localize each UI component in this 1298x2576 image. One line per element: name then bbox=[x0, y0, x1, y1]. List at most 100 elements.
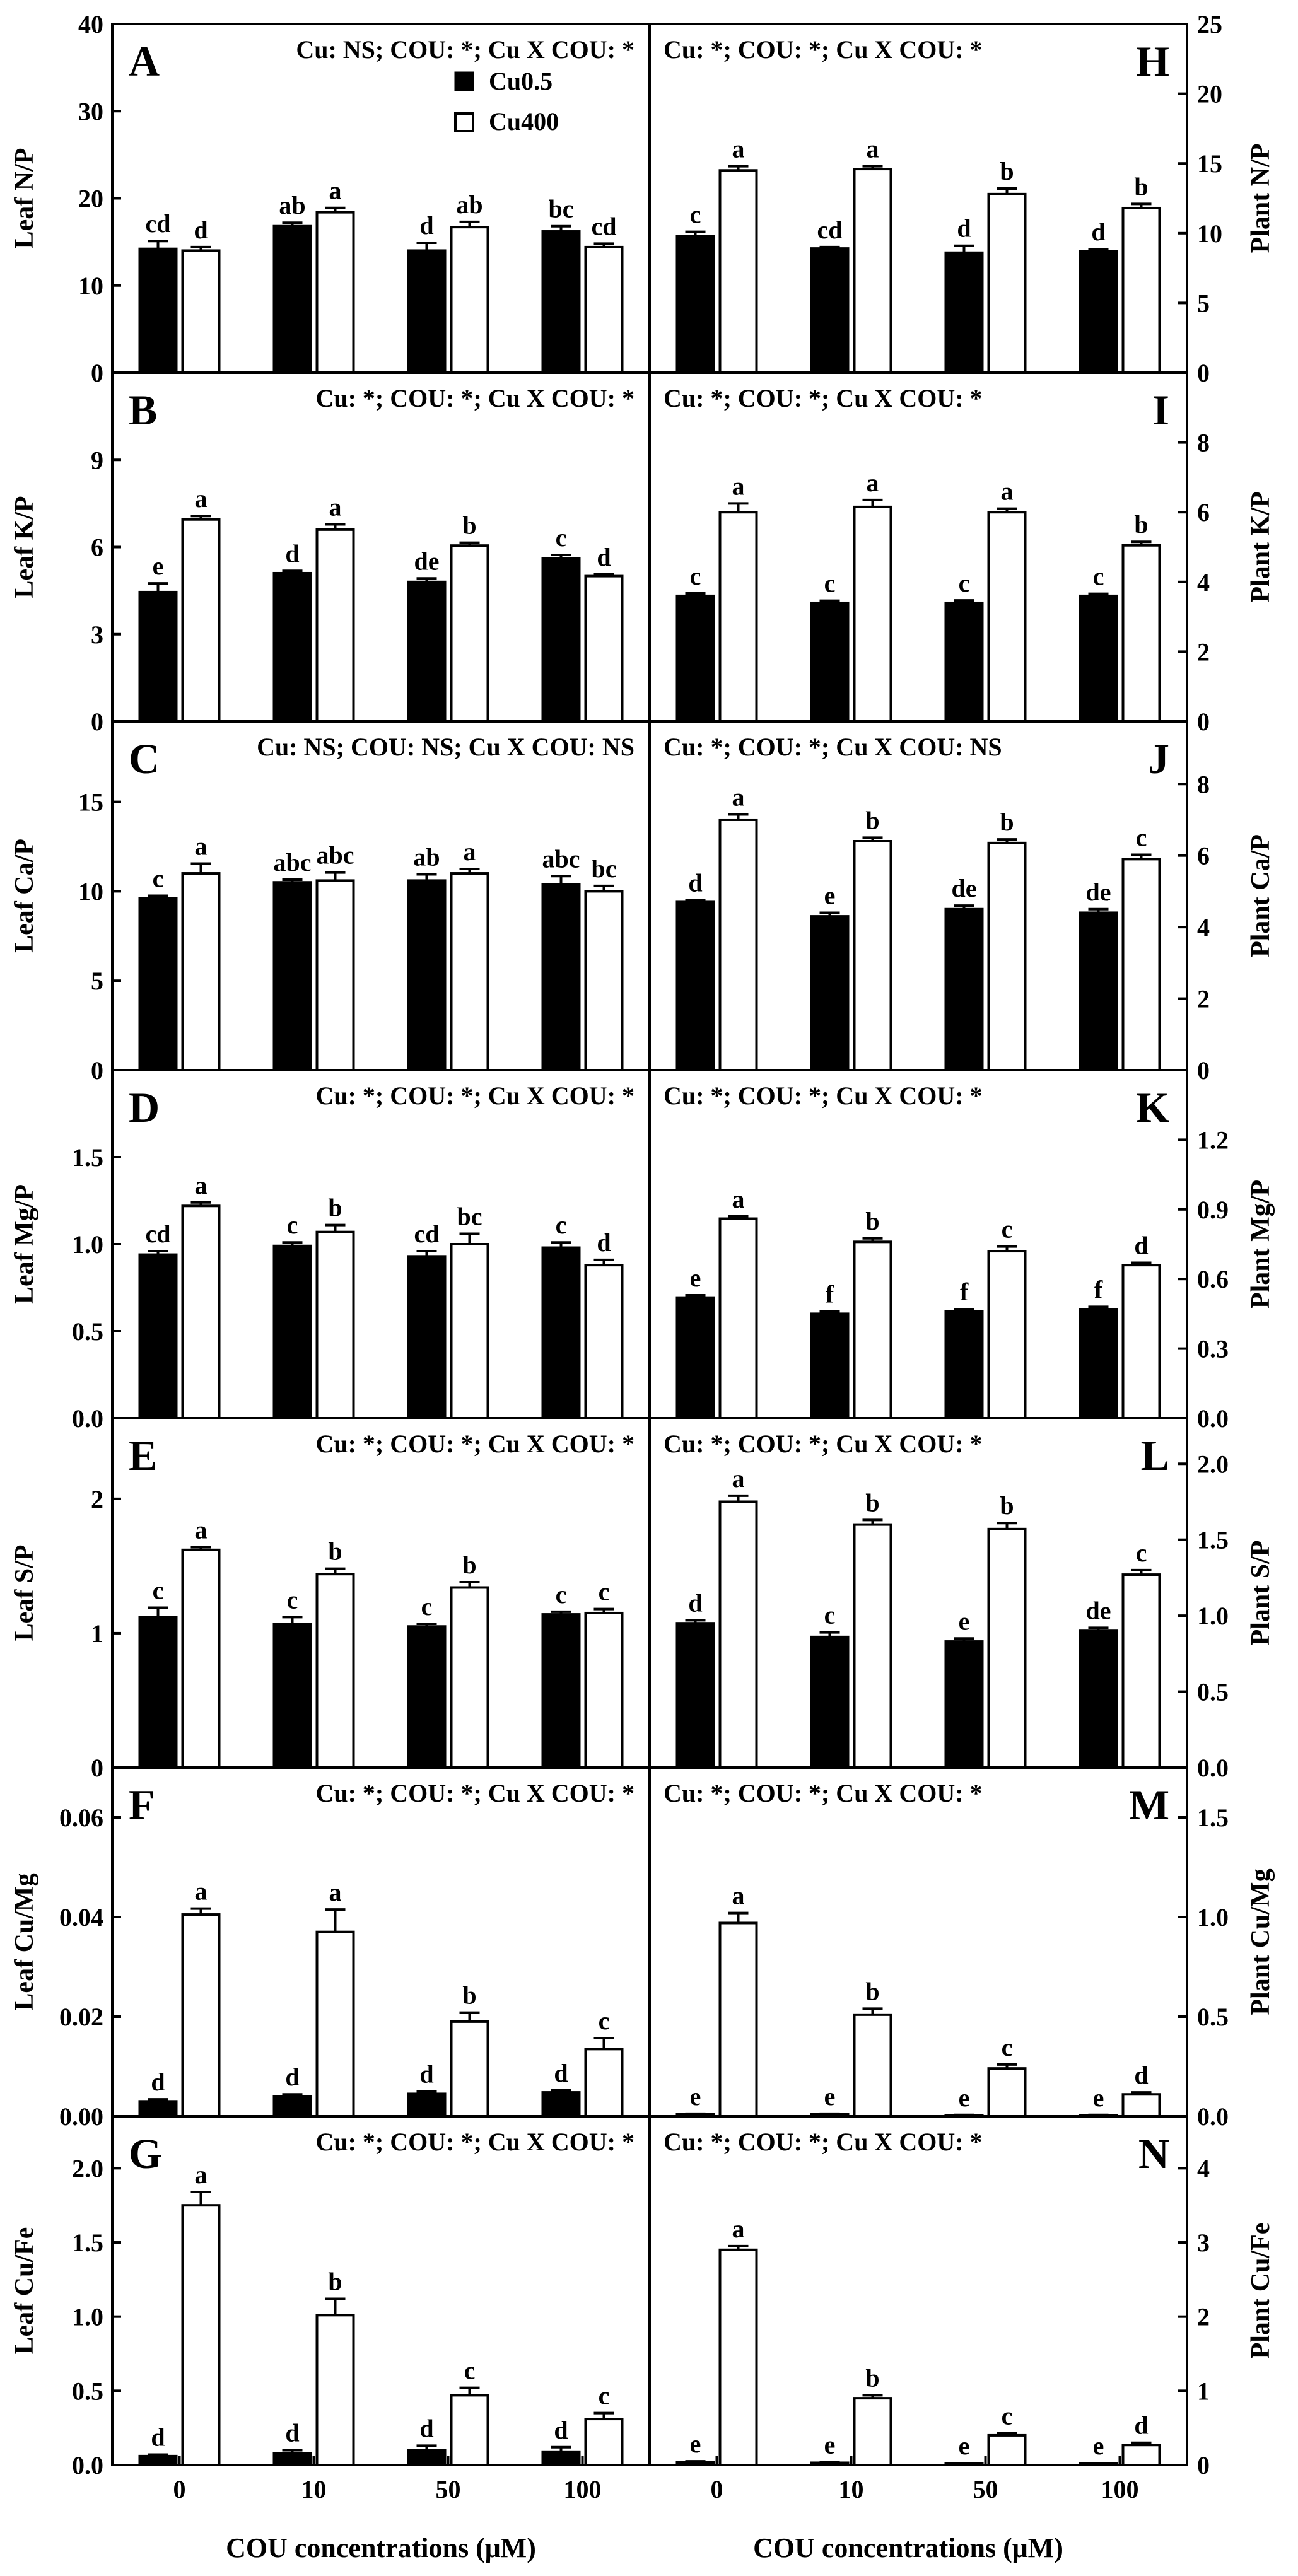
bar-cu0.5-10 bbox=[272, 1244, 312, 1419]
bar-cu400-10 bbox=[315, 1930, 355, 2118]
significance-letter: b bbox=[328, 1537, 342, 1566]
panel-b: 0 3 6 9 Leaf K/P B Cu: *; COU: *; Cu X COU: * e… bbox=[10, 384, 634, 736]
significance-letter: d bbox=[597, 543, 611, 571]
bar-cu0.5-100 bbox=[541, 1246, 581, 1420]
bar-cu400-50 bbox=[450, 1243, 489, 1419]
bar-cu0.5-10 bbox=[272, 224, 312, 374]
significance-letter: e bbox=[690, 1264, 701, 1292]
bar-cu0.5-10 bbox=[810, 247, 850, 374]
y-tick-label: 2 bbox=[91, 1485, 103, 1513]
significance-letter: e bbox=[690, 2082, 701, 2111]
bar-cu0.5-50 bbox=[407, 1255, 447, 1419]
significance-letter: d bbox=[285, 2063, 299, 2091]
y-tick-label: 3 bbox=[1197, 2229, 1210, 2257]
bar-cu0.5-10 bbox=[272, 2452, 312, 2467]
bar-cu0.5-50 bbox=[407, 879, 447, 1072]
significance-letter: b bbox=[462, 511, 476, 540]
bar-cu400-50 bbox=[987, 511, 1027, 723]
stats-annotation: Cu: *; COU: *; Cu X COU: NS bbox=[664, 733, 1002, 761]
stats-annotation: Cu: *; COU: *; Cu X COU: * bbox=[315, 1430, 634, 1458]
bar-cu400-100 bbox=[584, 2048, 624, 2118]
y-axis-title: Leaf Ca/P bbox=[10, 839, 39, 953]
significance-letter: a bbox=[195, 484, 208, 513]
x-tick-label: 50 bbox=[436, 2475, 461, 2503]
panel-letter: E bbox=[129, 1431, 157, 1479]
bar-cu0.5-0 bbox=[675, 1622, 715, 1769]
bar-cu400-100 bbox=[1121, 544, 1161, 723]
bar-cu0.5-100 bbox=[541, 230, 581, 374]
bar-cu400-50 bbox=[987, 1527, 1027, 1769]
bar-cu400-0 bbox=[718, 2248, 758, 2467]
bar-cu400-100 bbox=[1121, 206, 1161, 374]
panel-letter: M bbox=[1129, 1781, 1169, 1829]
bar-cu400-50 bbox=[450, 544, 489, 723]
bar-cu0.5-50 bbox=[944, 601, 984, 723]
y-tick-label: 10 bbox=[78, 272, 103, 300]
bar-cu400-50 bbox=[450, 226, 489, 374]
y-tick-label: 4 bbox=[1197, 568, 1210, 597]
bar-cu400-100 bbox=[1121, 1264, 1161, 1419]
bar-cu400-50 bbox=[450, 872, 489, 1071]
y-axis-title: Leaf Mg/P bbox=[10, 1184, 39, 1304]
significance-letter: a bbox=[195, 1877, 208, 1906]
bar-cu400-10 bbox=[853, 2013, 892, 2118]
y-tick-label: 0.02 bbox=[59, 2003, 103, 2031]
bar-cu0.5-100 bbox=[1079, 594, 1118, 723]
bar-cu400-0 bbox=[181, 518, 221, 723]
significance-letter: c bbox=[153, 1576, 164, 1604]
panel-letter: I bbox=[1153, 386, 1169, 434]
x-tick-label: 10 bbox=[839, 2475, 864, 2503]
significance-letter: e bbox=[824, 2082, 836, 2111]
significance-letter: c bbox=[824, 1601, 836, 1629]
y-axis-title: Plant S/P bbox=[1246, 1541, 1275, 1646]
stats-annotation: Cu: *; COU: *; Cu X COU: * bbox=[664, 1430, 983, 1458]
significance-letter: b bbox=[1000, 808, 1014, 836]
panel-a: 0 10 20 30 40 Leaf N/P A Cu: NS; COU: *; Cu X C… bbox=[10, 10, 634, 387]
significance-letter: f bbox=[960, 1278, 969, 1306]
significance-letter: d bbox=[1134, 1231, 1148, 1259]
y-tick-label: 0 bbox=[1197, 2451, 1210, 2480]
stats-annotation: Cu: NS; COU: NS; Cu X COU: NS bbox=[257, 733, 634, 761]
y-axis-title: Leaf S/P bbox=[10, 1545, 39, 1641]
bar-cu0.5-0 bbox=[138, 897, 178, 1072]
panel-letter: L bbox=[1141, 1431, 1169, 1479]
bar-cu400-50 bbox=[987, 1250, 1027, 1420]
y-tick-label: 0.0 bbox=[72, 2451, 103, 2480]
panel-j: 0 2 4 6 8 Plant Ca/P J Cu: *; COU: *; Cu X COU:… bbox=[664, 733, 1275, 1085]
legend-label-cu400: Cu400 bbox=[489, 107, 559, 136]
bar-cu0.5-50 bbox=[407, 1625, 447, 1769]
significance-letter: e bbox=[959, 2084, 970, 2112]
y-tick-label: 20 bbox=[1197, 80, 1222, 108]
significance-letter: c bbox=[690, 201, 701, 229]
y-tick-label: 1 bbox=[91, 1619, 103, 1648]
bar-cu0.5-0 bbox=[138, 247, 178, 374]
panel-letter: D bbox=[129, 1083, 160, 1131]
bar-cu0.5-100 bbox=[541, 2091, 581, 2118]
y-tick-label: 5 bbox=[1197, 289, 1210, 317]
y-tick-label: 6 bbox=[91, 533, 103, 562]
stats-annotation: Cu: *; COU: *; Cu X COU: * bbox=[664, 2128, 983, 2156]
bar-cu400-100 bbox=[1121, 2093, 1161, 2118]
y-tick-label: 0.5 bbox=[1197, 1678, 1229, 1706]
bar-cu0.5-10 bbox=[810, 915, 850, 1071]
y-tick-label: 4 bbox=[1197, 913, 1210, 941]
bar-cu0.5-10 bbox=[272, 2095, 312, 2118]
bar-cu0.5-50 bbox=[944, 1640, 984, 1769]
significance-letter: a bbox=[732, 1185, 745, 1213]
bar-cu400-50 bbox=[450, 2394, 489, 2466]
x-axis-title-left: COU concentrations (μM) bbox=[226, 2532, 536, 2563]
y-tick-label: 5 bbox=[91, 967, 103, 995]
y-tick-label: 0.06 bbox=[59, 1804, 103, 1832]
panel-c: 0 5 10 15 Leaf Ca/P C Cu: NS; COU: NS; Cu X CO… bbox=[10, 733, 634, 1085]
bar-cu400-100 bbox=[1121, 2444, 1161, 2467]
significance-letter: abc bbox=[274, 848, 312, 877]
stats-annotation: Cu: NS; COU: *; Cu X COU: * bbox=[296, 35, 634, 64]
bar-cu0.5-100 bbox=[1079, 250, 1118, 374]
y-axis-title: Plant K/P bbox=[1246, 491, 1275, 602]
bar-cu0.5-0 bbox=[675, 235, 715, 374]
significance-letter: a bbox=[195, 832, 208, 860]
significance-letter: a bbox=[329, 177, 342, 205]
panel-f: 0.00 0.02 0.04 0.06 Leaf Cu/Mg F Cu: *; COU: *… bbox=[10, 1779, 634, 2131]
y-tick-label: 1.0 bbox=[1197, 1903, 1229, 1932]
